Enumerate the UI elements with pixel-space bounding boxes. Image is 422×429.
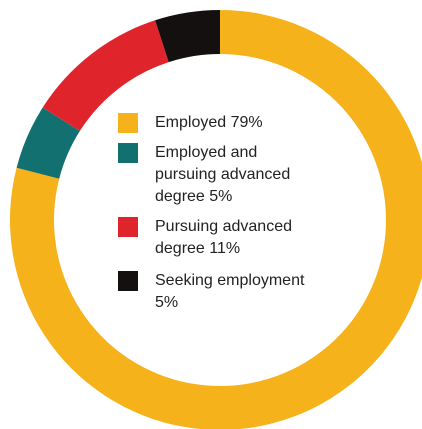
donut-slice-employed-and-pursuing-advanced-degree (16, 107, 80, 179)
legend-swatch-pursuing-degree (118, 217, 138, 237)
legend-label-seeking-employment: Seeking employment 5% (155, 272, 305, 311)
legend-label-employed: Employed 79% (155, 114, 263, 131)
legend-label-pursuing-degree: Pursuing advanced degree 11% (155, 218, 292, 257)
legend-item-employed-and-pursuing: Employed and pursuing advanced degree 5% (118, 142, 348, 208)
legend-label-employed-and-pursuing: Employed and pursuing advanced degree 5% (155, 144, 291, 205)
legend-item-employed: Employed 79% (118, 112, 348, 134)
legend-swatch-employed-and-pursuing (118, 143, 138, 163)
legend-swatch-employed (118, 113, 138, 133)
legend-item-seeking-employment: Seeking employment 5% (118, 270, 348, 314)
donut-slice-seeking-employment (155, 10, 220, 63)
legend-swatch-seeking-employment (118, 271, 138, 291)
donut-slice-pursuing-advanced-degree (42, 20, 169, 132)
legend-item-pursuing-degree: Pursuing advanced degree 11% (118, 216, 348, 260)
chart-legend: Employed 79% Employed and pursuing advan… (118, 112, 348, 314)
